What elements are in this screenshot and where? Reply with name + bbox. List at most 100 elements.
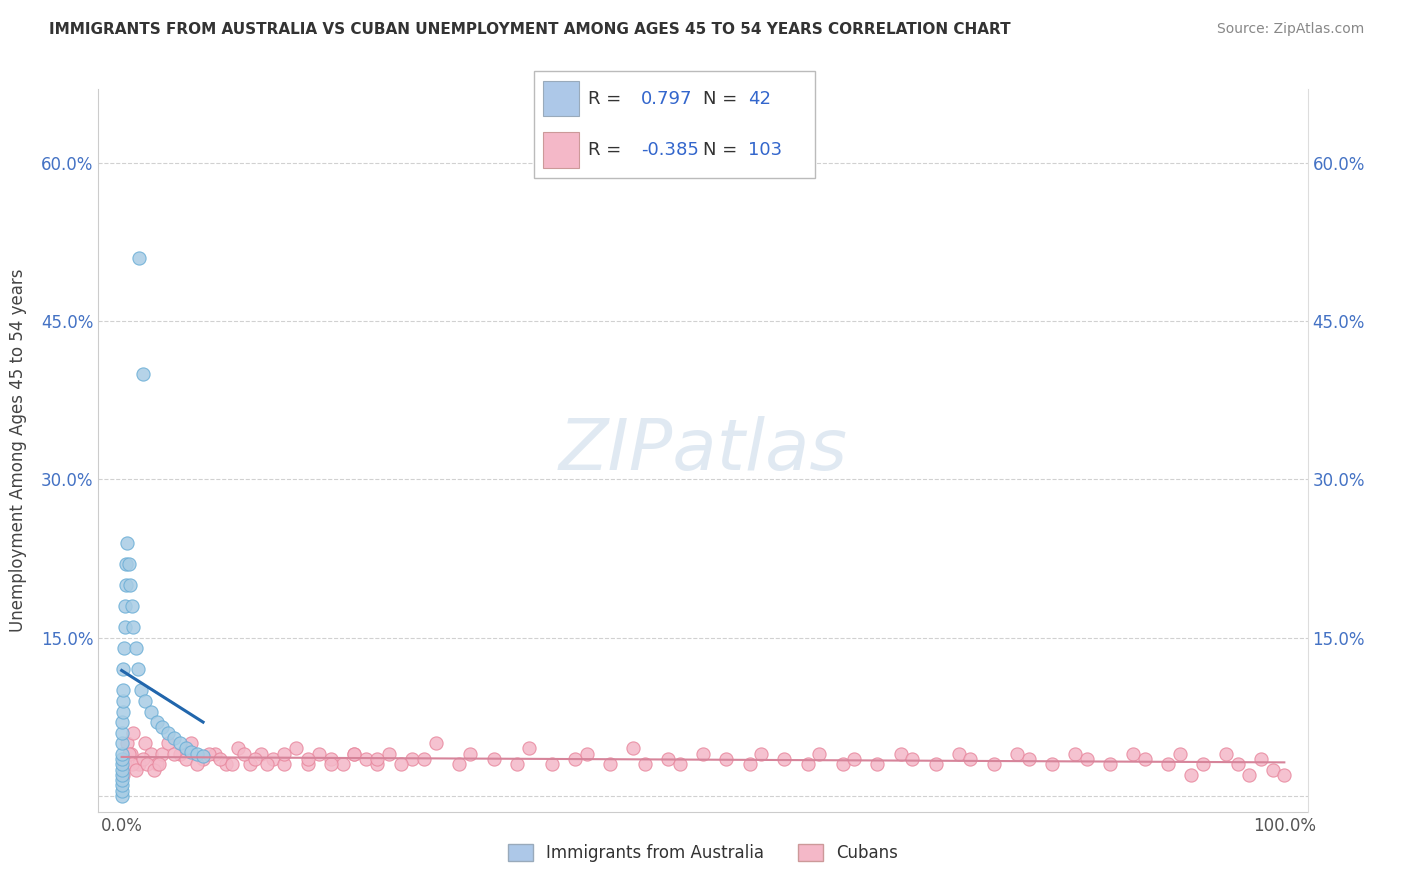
Point	[256, 757, 278, 772]
Point	[111, 752, 134, 766]
Point	[1157, 757, 1180, 772]
Point	[1040, 757, 1063, 772]
Point	[111, 705, 134, 719]
Point	[111, 747, 134, 761]
Point	[1076, 752, 1098, 766]
Point	[634, 757, 657, 772]
Point	[112, 683, 135, 698]
Point	[1180, 768, 1202, 782]
Point	[122, 620, 145, 634]
Point	[145, 714, 167, 729]
Point	[186, 757, 208, 772]
Point	[115, 557, 138, 571]
Point	[139, 705, 162, 719]
Point	[1215, 747, 1237, 761]
Point	[124, 763, 146, 777]
Point	[114, 757, 136, 772]
Point	[297, 752, 319, 766]
Point	[343, 747, 366, 761]
Point	[157, 725, 180, 739]
Point	[118, 557, 141, 571]
Point	[112, 641, 135, 656]
Point	[366, 752, 388, 766]
Point	[111, 768, 134, 782]
Point	[319, 752, 342, 766]
Point	[111, 714, 134, 729]
Point	[131, 752, 153, 766]
Point	[657, 752, 679, 766]
Point	[226, 741, 249, 756]
Point	[134, 694, 156, 708]
Text: N =: N =	[703, 90, 742, 108]
Point	[1226, 757, 1249, 772]
Point	[112, 662, 135, 676]
Point	[948, 747, 970, 761]
Text: IMMIGRANTS FROM AUSTRALIA VS CUBAN UNEMPLOYMENT AMONG AGES 45 TO 54 YEARS CORREL: IMMIGRANTS FROM AUSTRALIA VS CUBAN UNEMP…	[49, 22, 1011, 37]
Point	[186, 747, 208, 761]
Text: -0.385: -0.385	[641, 141, 699, 159]
Point	[866, 757, 889, 772]
Point	[111, 789, 134, 803]
Point	[1272, 768, 1295, 782]
Text: R =: R =	[588, 90, 627, 108]
Point	[796, 757, 818, 772]
Point	[1133, 752, 1156, 766]
Point	[111, 763, 134, 777]
Point	[111, 768, 134, 782]
Point	[111, 725, 134, 739]
Point	[959, 752, 981, 766]
Point	[425, 736, 447, 750]
Point	[198, 747, 221, 761]
Point	[118, 578, 141, 592]
Text: Source: ZipAtlas.com: Source: ZipAtlas.com	[1216, 22, 1364, 37]
Point	[245, 752, 267, 766]
Point	[668, 757, 690, 772]
Point	[150, 720, 173, 734]
Point	[1122, 747, 1144, 761]
Point	[111, 778, 134, 792]
FancyBboxPatch shape	[543, 132, 579, 168]
FancyBboxPatch shape	[543, 81, 579, 116]
Point	[564, 752, 586, 766]
Point	[983, 757, 1005, 772]
Point	[738, 757, 761, 772]
Point	[716, 752, 738, 766]
Text: 0.797: 0.797	[641, 90, 693, 108]
Point	[239, 757, 262, 772]
Point	[575, 747, 598, 761]
Point	[343, 747, 366, 761]
Point	[447, 757, 470, 772]
Text: 103: 103	[748, 141, 782, 159]
Point	[112, 757, 135, 772]
Point	[482, 752, 505, 766]
Point	[111, 757, 134, 772]
Point	[773, 752, 796, 766]
Legend: Immigrants from Australia, Cubans: Immigrants from Australia, Cubans	[502, 837, 904, 869]
Point	[749, 747, 772, 761]
Point	[517, 741, 540, 756]
Point	[121, 599, 143, 613]
Point	[157, 736, 180, 750]
Point	[114, 620, 136, 634]
Point	[169, 747, 191, 761]
Point	[1239, 768, 1261, 782]
Point	[319, 757, 342, 772]
Point	[460, 747, 482, 761]
Point	[1192, 757, 1215, 772]
Point	[413, 752, 436, 766]
Point	[117, 736, 139, 750]
Point	[273, 757, 295, 772]
Point	[389, 757, 412, 772]
Point	[808, 747, 831, 761]
Point	[111, 773, 134, 788]
Point	[204, 747, 226, 761]
Y-axis label: Unemployment Among Ages 45 to 54 years: Unemployment Among Ages 45 to 54 years	[10, 268, 27, 632]
Point	[1250, 752, 1272, 766]
Text: 42: 42	[748, 90, 770, 108]
Point	[169, 736, 191, 750]
Point	[262, 752, 284, 766]
Point	[191, 752, 214, 766]
Point	[1064, 747, 1087, 761]
Point	[114, 599, 136, 613]
Point	[111, 783, 134, 797]
